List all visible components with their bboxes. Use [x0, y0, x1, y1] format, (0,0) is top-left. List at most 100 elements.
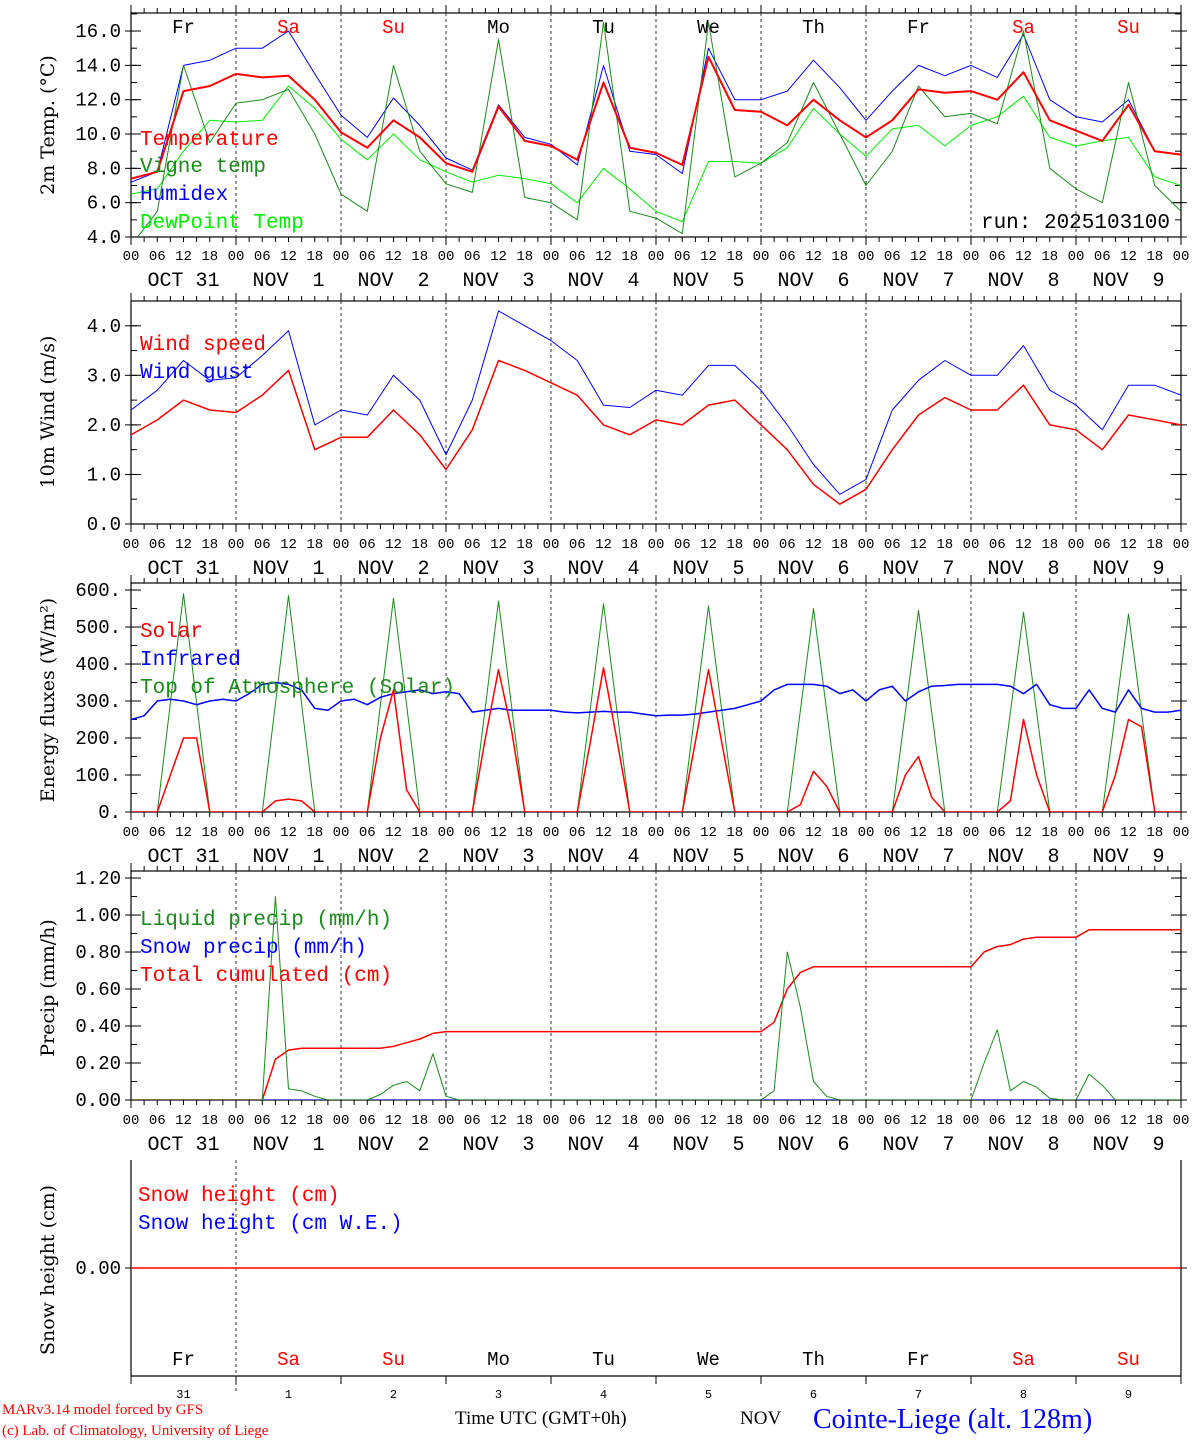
legend-entry: Vigne temp [140, 156, 266, 179]
hour-tick-label: 12 [1015, 825, 1032, 841]
series-solar [131, 666, 1181, 812]
date-label: NOV 5 [672, 1134, 744, 1157]
hour-tick-label: 18 [936, 249, 953, 265]
panel-energy: 00 06 12 18 00 06 12 18 00 06 12 18 00 06 12 18 00 06 12 18… [37, 575, 1189, 869]
hour-tick-label: 06 [989, 825, 1006, 841]
date-label: NOV 4 [567, 270, 639, 293]
footer-model: MARv3.14 model forced by GFS [2, 1402, 203, 1418]
hour-tick-label: 06 [149, 825, 166, 841]
date-label: NOV 1 [252, 270, 324, 293]
hour-tick-label: 18 [516, 825, 533, 841]
hour-tick-label: 12 [175, 249, 192, 265]
hour-tick-label: 06 [1094, 1113, 1111, 1129]
hour-tick-label: 12 [385, 537, 402, 553]
date-label: NOV 3 [462, 1134, 534, 1157]
hour-tick-label: 06 [569, 1113, 586, 1129]
legend-entry: Wind speed [140, 334, 266, 357]
hour-tick-label: 00 [438, 1113, 455, 1129]
hour-tick-label: 18 [726, 1113, 743, 1129]
hour-tick-label: 00 [123, 825, 140, 841]
hour-tick-label: 06 [464, 249, 481, 265]
hour-tick-label: 06 [779, 249, 796, 265]
y-tick-label: 4.0 [87, 316, 121, 338]
hour-tick-label: 00 [543, 249, 560, 265]
y-tick-label: 16.0 [75, 21, 121, 43]
weekday-label: Sa [277, 1349, 300, 1371]
series-liquid-precip-mm-h- [131, 896, 1181, 1100]
hour-tick-label: 18 [831, 249, 848, 265]
hour-tick-label: 00 [648, 537, 665, 553]
date-label: NOV 7 [882, 1134, 954, 1157]
y-tick-label: 200. [75, 728, 121, 750]
date-label: NOV 8 [987, 558, 1059, 581]
weekday-label: Sa [1012, 1349, 1035, 1371]
weekday-label: Mo [487, 1349, 510, 1371]
date-label: NOV 6 [777, 846, 849, 869]
hour-tick-label: 18 [306, 825, 323, 841]
hour-tick-label: 12 [280, 537, 297, 553]
date-label: OCT 31 [147, 846, 219, 869]
weekday-label: Sa [277, 17, 300, 39]
date-label: OCT 31 [147, 1134, 219, 1157]
y-tick-label: 1.20 [75, 868, 121, 890]
hour-tick-label: 18 [621, 1113, 638, 1129]
hour-tick-label: 18 [1146, 249, 1163, 265]
date-label: NOV 9 [1092, 846, 1164, 869]
y-tick-label: 100. [75, 765, 121, 787]
hour-tick-label: 00 [1068, 1113, 1085, 1129]
date-label: NOV 4 [567, 1134, 639, 1157]
hour-tick-label: 12 [175, 1113, 192, 1129]
hour-tick-label: 06 [989, 249, 1006, 265]
legend-entry: Wind gust [140, 362, 253, 385]
y-tick-label: 0.00 [75, 1258, 121, 1280]
hour-tick-label: 00 [333, 537, 350, 553]
panel-temperature: 00 06 12 18 00 06 12 18 00 06 12 18 00 06 12 18 00 06 12 18… [37, 5, 1189, 293]
hour-tick-label: 00 [1068, 825, 1085, 841]
hour-tick-label: 18 [621, 537, 638, 553]
y-tick-label: 1.0 [87, 464, 121, 486]
hour-tick-label: 12 [700, 537, 717, 553]
y-tick-label: 2.0 [87, 415, 121, 437]
hour-tick-label: 18 [516, 1113, 533, 1129]
hour-tick-label: 12 [1015, 1113, 1032, 1129]
hour-tick-label: 18 [831, 825, 848, 841]
date-label: NOV 6 [777, 1134, 849, 1157]
series-top-of-atmosphere-solar- [131, 593, 1181, 812]
hour-tick-label: 12 [595, 1113, 612, 1129]
date-label: NOV 5 [672, 846, 744, 869]
hour-tick-label: 00 [123, 537, 140, 553]
plot-frame [130, 12, 1182, 238]
hour-tick-label: 00 [858, 825, 875, 841]
date-label: NOV 6 [777, 558, 849, 581]
hour-tick-label: 12 [595, 537, 612, 553]
hour-tick-label: 00 [963, 537, 980, 553]
weekday-label: Fr [172, 17, 195, 39]
hour-tick-label: 00 [753, 1113, 770, 1129]
hour-tick-label: 06 [149, 249, 166, 265]
hour-tick-label: 06 [569, 537, 586, 553]
day-number: 7 [915, 1388, 922, 1402]
hour-tick-label: 18 [411, 825, 428, 841]
hour-tick-label: 12 [1120, 825, 1137, 841]
hour-tick-label: 12 [910, 249, 927, 265]
legend-entry: Top of Atmosphere (Solar) [140, 677, 455, 700]
hour-tick-label: 12 [490, 249, 507, 265]
hour-tick-label: 12 [595, 249, 612, 265]
day-number: 3 [495, 1388, 502, 1402]
footer-credit: (c) Lab. of Climatology, University of L… [2, 1423, 269, 1439]
hour-tick-label: 00 [1173, 249, 1190, 265]
y-axis-label: Snow height (cm) [37, 1185, 59, 1355]
hour-tick-label: 06 [1094, 537, 1111, 553]
run-annotation: run: 2025103100 [981, 212, 1170, 235]
hour-tick-label: 00 [333, 1113, 350, 1129]
hour-tick-label: 00 [753, 825, 770, 841]
hour-tick-label: 18 [411, 537, 428, 553]
weekday-label: Th [802, 1349, 825, 1371]
weekday-label: Su [382, 17, 405, 39]
plot-frame [130, 300, 1182, 525]
hour-tick-label: 06 [254, 537, 271, 553]
hour-tick-label: 12 [910, 825, 927, 841]
hour-tick-label: 18 [411, 249, 428, 265]
y-tick-label: 0.80 [75, 942, 121, 964]
date-label: NOV 7 [882, 270, 954, 293]
